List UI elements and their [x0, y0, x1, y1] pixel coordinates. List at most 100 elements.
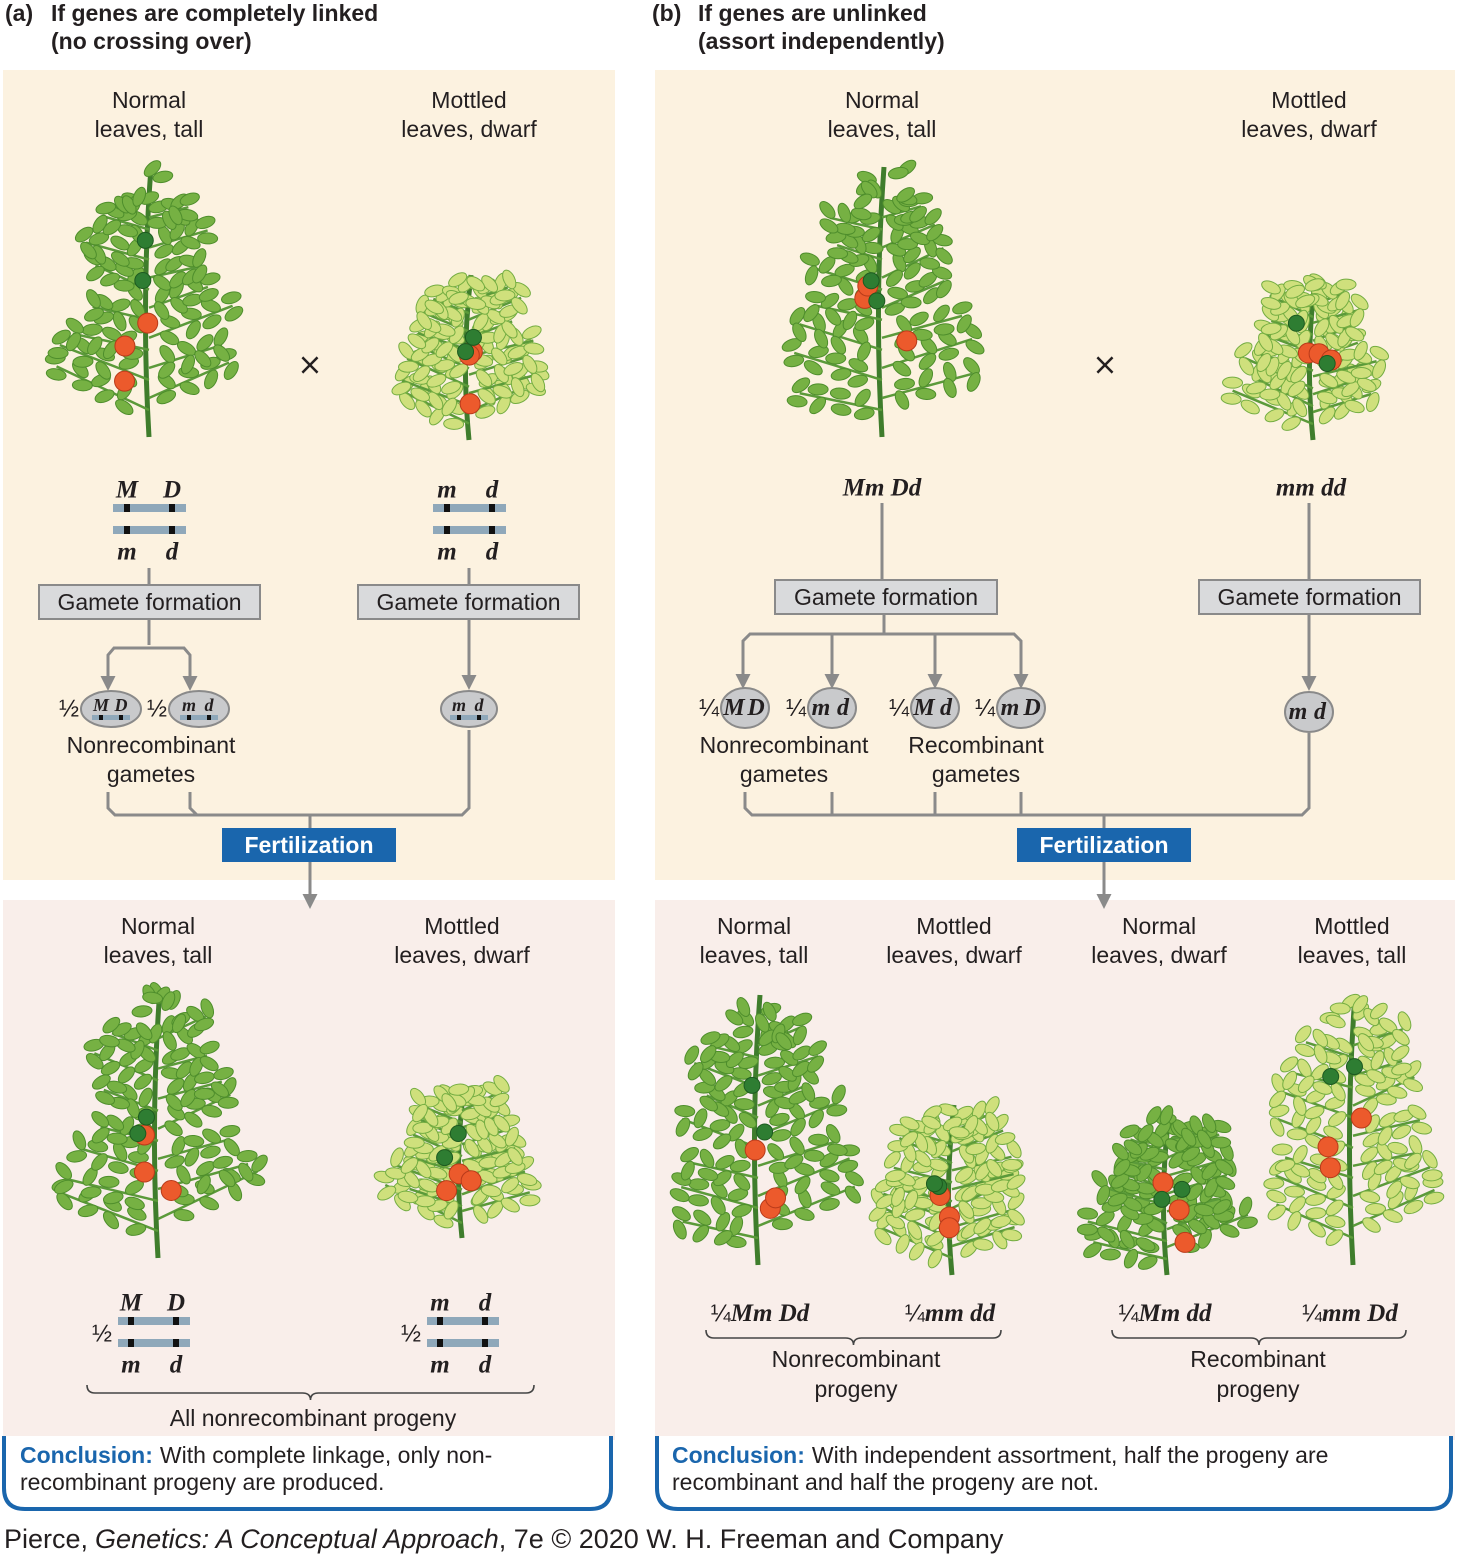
plant-leaf — [1284, 1185, 1305, 1198]
plant-leaf — [1391, 1045, 1410, 1062]
plant-leaf — [1312, 1028, 1329, 1048]
label: m — [812, 695, 831, 721]
label: d — [479, 1352, 492, 1379]
plant-leaf — [223, 360, 239, 380]
plant-leaf — [899, 1116, 920, 1131]
plant-leaf — [1001, 1158, 1023, 1171]
plant-leaf — [1240, 399, 1260, 415]
plant-leaf — [1099, 1248, 1121, 1261]
plant-leaf — [169, 271, 187, 289]
plant-leaf — [692, 1127, 713, 1141]
plant-leaf — [519, 1194, 541, 1207]
plant-leaf — [106, 1132, 128, 1145]
plant-leaf — [672, 1219, 687, 1240]
label: M — [119, 1290, 143, 1317]
plant-leaf — [117, 1066, 136, 1084]
plant-leaf — [845, 1170, 864, 1187]
plant-leaf — [699, 1095, 718, 1112]
plant-leaf — [1269, 1117, 1285, 1137]
plant-leaf — [1285, 284, 1306, 299]
plant-leaf — [1181, 1146, 1201, 1162]
plant-leaf — [224, 306, 244, 322]
label: d — [486, 477, 499, 504]
plant-leaf — [972, 1238, 994, 1251]
plant-leaf — [1137, 1124, 1154, 1143]
label: Gamete formation — [794, 584, 978, 610]
locus — [169, 504, 175, 512]
chromosome — [433, 504, 506, 512]
plant-leaf — [1271, 1143, 1293, 1156]
plant-leaf — [803, 360, 823, 376]
plant-leaf — [1159, 1105, 1174, 1126]
gamete — [80, 690, 142, 728]
credit-author: Pierce, — [4, 1524, 88, 1554]
conclusion-text: With complete linkage, only non- — [160, 1442, 492, 1468]
plant-leaf — [400, 1157, 419, 1174]
plant-leaf — [1282, 1070, 1298, 1090]
label: (b) — [652, 0, 681, 26]
plant-leaf — [771, 1218, 793, 1231]
plant-leaf — [183, 1134, 205, 1148]
plant-leaf — [1264, 408, 1285, 423]
plant-leaf — [680, 1160, 695, 1181]
plant-branch — [951, 1172, 1014, 1191]
plant-branch — [799, 392, 883, 412]
plant-leaf — [434, 359, 456, 372]
plant — [373, 1075, 542, 1239]
plant-leaf — [791, 377, 811, 394]
fraction: ¼ — [905, 1300, 926, 1327]
plant-fruit — [436, 1149, 454, 1167]
label: mm dd — [1276, 475, 1347, 502]
plant-fruit — [464, 328, 482, 346]
plant-leaf — [850, 207, 872, 221]
plant-leaf — [162, 1031, 177, 1051]
plant-fruit — [134, 272, 152, 290]
gamete-formation-box — [357, 584, 580, 620]
locus — [457, 715, 461, 720]
plant-leaf — [1095, 1210, 1115, 1227]
plant-leaf — [1421, 1169, 1443, 1182]
plant-leaf — [1196, 1129, 1212, 1149]
plant-leaf — [72, 355, 94, 368]
plant-leaf — [918, 368, 934, 388]
plant-leaf — [427, 391, 444, 411]
plant-leaf — [1369, 1002, 1388, 1020]
plant-leaf — [161, 991, 176, 1012]
plant — [669, 994, 864, 1266]
plant-leaf — [491, 347, 508, 366]
plant-leaf — [153, 301, 170, 320]
plant-leaf — [936, 279, 952, 299]
label: Nonrecombinant — [67, 732, 236, 758]
plant-leaf — [729, 1159, 751, 1173]
plant-fruit — [460, 1170, 482, 1192]
locus — [207, 715, 211, 720]
plant-leaf — [778, 1065, 797, 1082]
locus — [482, 1317, 488, 1325]
chromosome — [113, 526, 186, 534]
label: ½ — [59, 696, 79, 723]
plant-fruit — [744, 1139, 766, 1161]
plant-leaf — [1365, 391, 1380, 413]
plant-leaf — [1369, 345, 1390, 361]
label: recombinant progeny are produced. — [20, 1469, 384, 1495]
plant-leaf — [1096, 1184, 1111, 1206]
label: d — [486, 539, 499, 566]
plant-leaf — [443, 417, 465, 430]
plant-leaf — [1269, 1090, 1287, 1108]
plant-leaf — [202, 1128, 222, 1144]
plant-fruit — [765, 1187, 787, 1209]
plant-leaf — [1263, 1177, 1285, 1190]
plant-leaf — [377, 1185, 397, 1201]
plant-leaf — [943, 377, 957, 398]
plant-leaf — [927, 1248, 943, 1269]
plant-leaf — [1377, 1126, 1393, 1146]
plant-leaf — [965, 339, 985, 355]
plant-branch — [102, 214, 150, 231]
plant — [781, 159, 985, 438]
plant-leaf — [854, 317, 875, 331]
locus — [128, 1317, 134, 1325]
plant-branch — [59, 343, 150, 382]
label: ½ — [401, 1321, 421, 1348]
plant-leaf — [1123, 1248, 1139, 1269]
